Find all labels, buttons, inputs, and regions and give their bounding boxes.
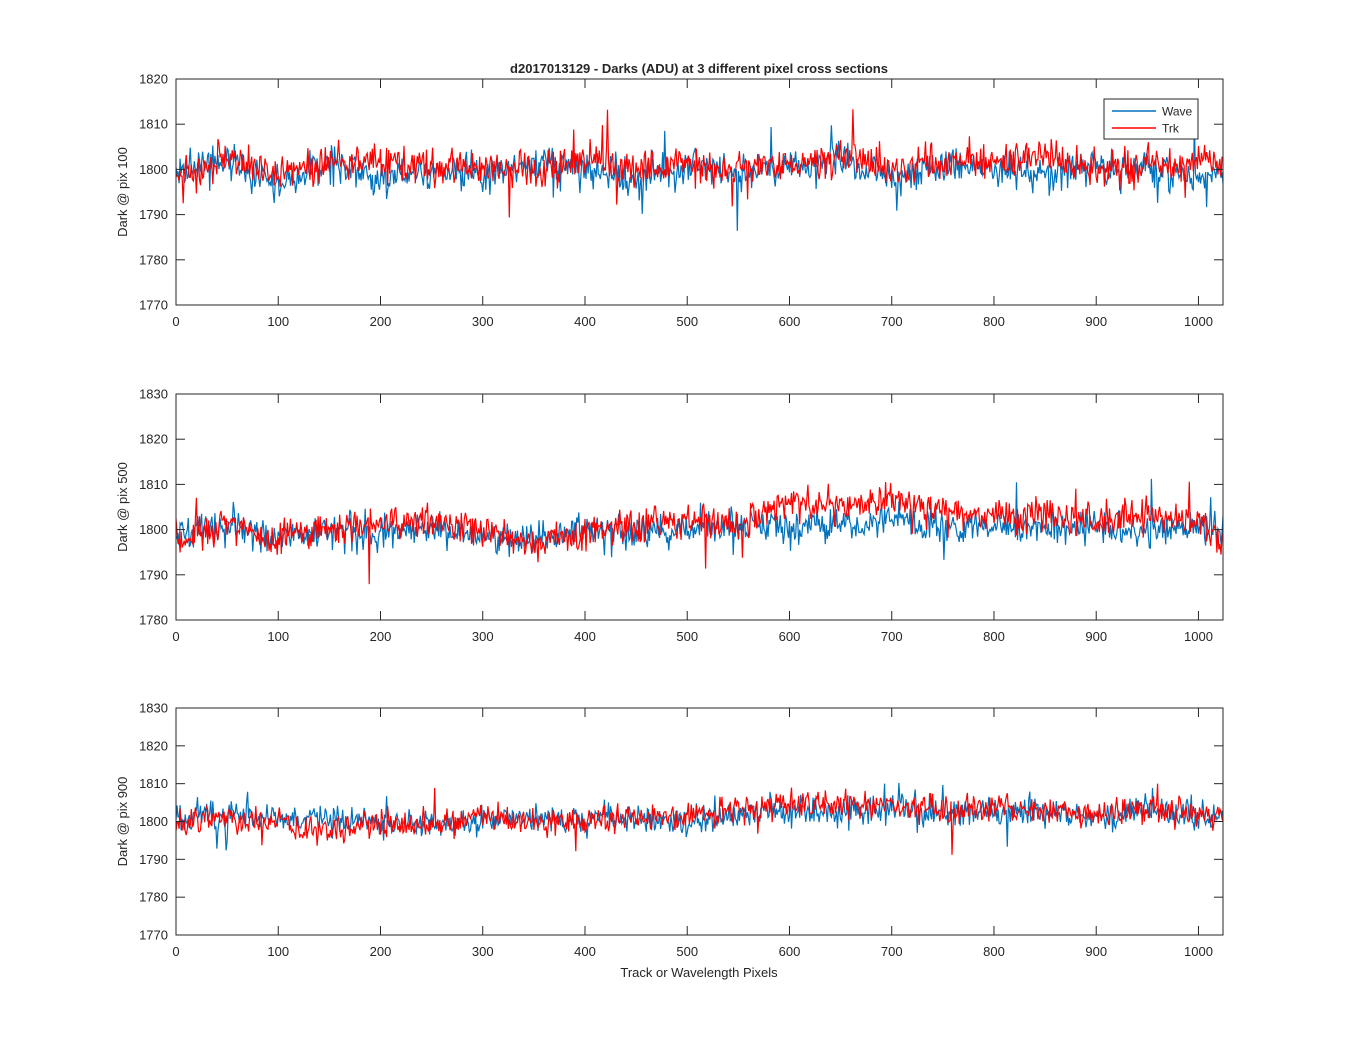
axes-box (175, 78, 1224, 306)
y-tick-label: 1830 (139, 701, 168, 716)
y-tick-label: 1800 (139, 814, 168, 829)
x-tick-label: 600 (779, 629, 801, 644)
y-tick-label: 1780 (139, 613, 168, 628)
x-tick-label: 400 (574, 944, 596, 959)
y-tick-label: 1830 (139, 387, 168, 402)
x-tick-label: 900 (1085, 314, 1107, 329)
y-tick-label: 1810 (139, 477, 168, 492)
x-tick-label: 200 (370, 629, 392, 644)
subplot-1: 0 100 200 300 400 500 600 700 800 900 1000 1770 1780… (115, 72, 1224, 329)
y-tick-label: 1790 (139, 852, 168, 867)
x-tick-label: 100 (267, 629, 289, 644)
y-tick-label: 1820 (139, 738, 168, 753)
y-axis-label: Dark @ pix 100 (115, 147, 130, 237)
x-tick-label: 800 (983, 314, 1005, 329)
y-tick-label: 1820 (139, 432, 168, 447)
x-tick-label: 0 (172, 629, 179, 644)
chart-title: d2017013129 - Darks (ADU) at 3 different… (510, 61, 888, 76)
y-tick-label: 1810 (139, 117, 168, 132)
x-tick-label: 200 (370, 944, 392, 959)
x-tick-label: 1000 (1184, 629, 1213, 644)
y-tick-label: 1790 (139, 207, 168, 222)
x-tick-label: 0 (172, 314, 179, 329)
x-tick-label: 700 (881, 314, 903, 329)
x-tick-label: 400 (574, 629, 596, 644)
y-tick-label: 1790 (139, 567, 168, 582)
x-tick-label: 600 (779, 314, 801, 329)
legend: Wave Trk (1103, 98, 1199, 140)
y-tick-label: 1780 (139, 890, 168, 905)
x-tick-label: 900 (1085, 629, 1107, 644)
x-tick-label: 300 (472, 944, 494, 959)
legend-label-wave: Wave (1162, 105, 1193, 119)
x-tick-label: 100 (267, 314, 289, 329)
y-axis-label: Dark @ pix 500 (115, 462, 130, 552)
y-tick-label: 1800 (139, 162, 168, 177)
y-tick-label: 1770 (139, 298, 168, 313)
series-line-wave (176, 120, 1223, 231)
x-tick-label: 1000 (1184, 314, 1213, 329)
x-tick-label: 500 (676, 314, 698, 329)
axes-box (175, 393, 1224, 621)
x-tick-label: 200 (370, 314, 392, 329)
x-axis-label: Track or Wavelength Pixels (620, 965, 778, 980)
y-tick-label: 1800 (139, 522, 168, 537)
legend-label-trk: Trk (1162, 122, 1180, 136)
x-tick-label: 600 (779, 944, 801, 959)
x-tick-label: 800 (983, 629, 1005, 644)
y-axis-label: Dark @ pix 900 (115, 777, 130, 867)
x-tick-label: 300 (472, 314, 494, 329)
x-tick-label: 0 (172, 944, 179, 959)
subplot-2: 0 100 200 300 400 500 600 700 800 900 1000 1780 1790… (115, 387, 1224, 644)
series-line-trk (176, 481, 1223, 585)
x-tick-label: 700 (881, 944, 903, 959)
x-tick-label: 300 (472, 629, 494, 644)
x-tick-label: 400 (574, 314, 596, 329)
x-tick-label: 800 (983, 944, 1005, 959)
x-tick-label: 100 (267, 944, 289, 959)
series-line-trk (176, 783, 1223, 855)
subplot-3: 0 100 200 300 400 500 600 700 800 900 1000 1770 1780… (115, 701, 1224, 959)
y-tick-label: 1780 (139, 252, 168, 267)
x-tick-label: 900 (1085, 944, 1107, 959)
series-line-wave (176, 782, 1223, 851)
y-tick-label: 1810 (139, 776, 168, 791)
legend-box (1103, 98, 1199, 140)
x-tick-label: 500 (676, 944, 698, 959)
series-line-trk (176, 109, 1223, 218)
series-line-wave (176, 478, 1223, 560)
x-tick-label: 500 (676, 629, 698, 644)
y-tick-label: 1820 (139, 72, 168, 87)
x-tick-label: 700 (881, 629, 903, 644)
y-tick-label: 1770 (139, 928, 168, 943)
x-tick-label: 1000 (1184, 944, 1213, 959)
